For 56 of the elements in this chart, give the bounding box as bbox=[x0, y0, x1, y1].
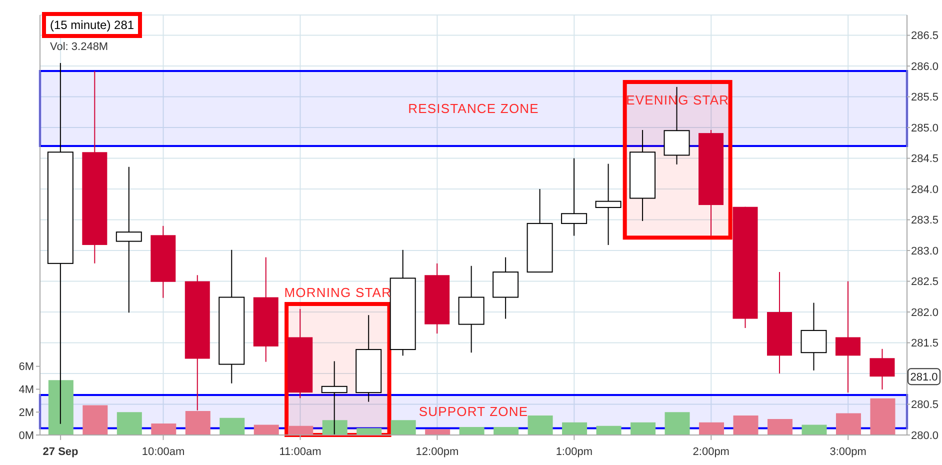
bar bbox=[528, 416, 553, 435]
bar bbox=[802, 424, 827, 435]
y-tick-label: 285.5 bbox=[911, 92, 939, 104]
bar bbox=[185, 410, 210, 435]
y-tick-label: 286.0 bbox=[911, 60, 939, 73]
y-tick-label: 280.0 bbox=[911, 430, 939, 442]
bar bbox=[82, 405, 108, 435]
x-tick-label: 11:00am bbox=[279, 446, 322, 458]
bar bbox=[151, 424, 176, 435]
bar bbox=[254, 424, 279, 435]
y-tick-label: 284.0 bbox=[911, 184, 939, 196]
bar bbox=[390, 420, 416, 435]
y-tick-label: 281.5 bbox=[911, 338, 939, 350]
chart-title: (15 minute) 281 bbox=[42, 12, 142, 38]
y-tick-label: 282.5 bbox=[911, 276, 939, 288]
y-tick-label: 286.5 bbox=[911, 30, 939, 42]
x-tick-label: 12:00pm bbox=[416, 446, 459, 458]
x-tick-label: 1:00pm bbox=[556, 446, 593, 458]
bar bbox=[733, 416, 758, 435]
bar bbox=[220, 418, 245, 435]
bar bbox=[664, 412, 690, 435]
annotation: Vol: 3.248M bbox=[50, 41, 108, 54]
band-label: RESISTANCE ZONE bbox=[408, 101, 539, 116]
bar bbox=[562, 422, 588, 435]
bar bbox=[596, 426, 622, 435]
bar bbox=[768, 418, 792, 435]
bar bbox=[116, 412, 142, 435]
bar bbox=[494, 426, 519, 435]
bar bbox=[699, 422, 724, 435]
bar bbox=[356, 428, 382, 435]
candlestick bbox=[116, 166, 142, 314]
bar bbox=[322, 420, 348, 435]
y2-tick-label: 2M bbox=[18, 407, 34, 420]
bar bbox=[288, 426, 314, 435]
bar bbox=[870, 398, 896, 435]
y-tick-label: 285.0 bbox=[911, 122, 939, 134]
band-label: SUPPORT ZONE bbox=[418, 404, 528, 420]
bar bbox=[630, 422, 656, 435]
bar bbox=[459, 426, 484, 435]
y-tick-label: 280.5 bbox=[911, 399, 939, 412]
x-tick-label: 2:00pm bbox=[692, 446, 730, 458]
bar bbox=[836, 413, 861, 435]
x-tick-label: 10:00am bbox=[142, 446, 185, 458]
y2-tick-label: 0M bbox=[18, 430, 34, 442]
y-tick-label: 282.0 bbox=[911, 306, 939, 319]
candlestick bbox=[595, 163, 622, 246]
x-tick-label: 3:00pm bbox=[830, 446, 866, 458]
x-tick-label: 27 Sep bbox=[42, 446, 79, 458]
bar bbox=[48, 380, 74, 435]
candlestick bbox=[321, 360, 348, 435]
y-tick-label: 283.0 bbox=[911, 245, 939, 258]
y2-tick-label: 4M bbox=[18, 384, 34, 396]
y-tick-label: 284.5 bbox=[911, 153, 939, 166]
y-tick-label: 283.5 bbox=[911, 214, 939, 227]
annotation: 281.0 bbox=[910, 372, 938, 384]
y2-tick-label: 6M bbox=[18, 361, 34, 374]
